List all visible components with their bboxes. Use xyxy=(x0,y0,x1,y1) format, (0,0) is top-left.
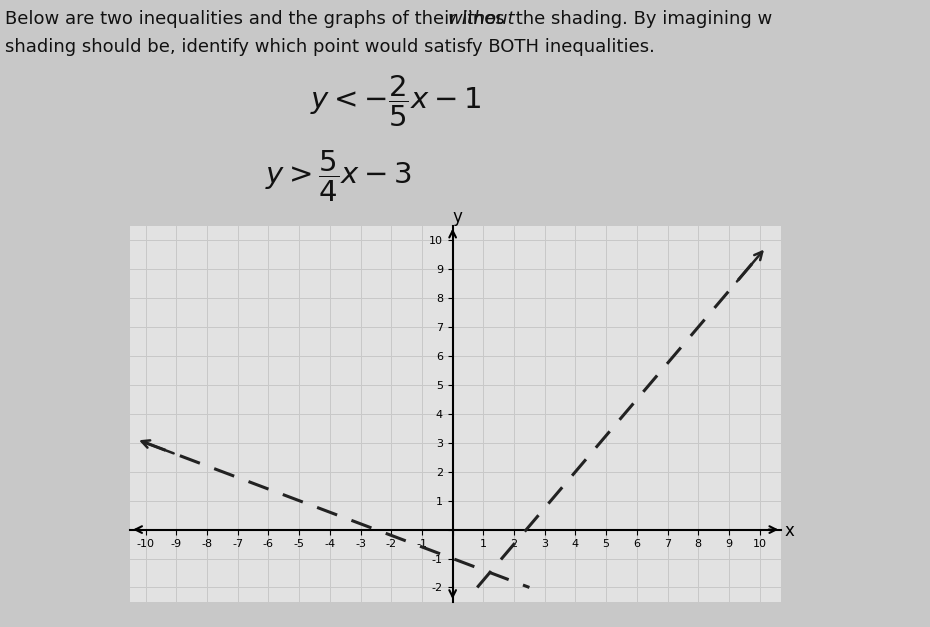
Text: shading should be, identify which point would satisfy BOTH inequalities.: shading should be, identify which point … xyxy=(5,38,655,56)
Text: the shading. By imagining w: the shading. By imagining w xyxy=(510,10,772,28)
Text: $y > \dfrac{5}{4}x - 3$: $y > \dfrac{5}{4}x - 3$ xyxy=(265,149,412,204)
Text: x: x xyxy=(784,522,794,540)
Text: $y < -\dfrac{2}{5}x - 1$: $y < -\dfrac{2}{5}x - 1$ xyxy=(310,74,481,129)
Text: without: without xyxy=(447,10,514,28)
Text: Below are two inequalities and the graphs of their lines: Below are two inequalities and the graph… xyxy=(5,10,511,28)
Text: y: y xyxy=(452,208,462,226)
